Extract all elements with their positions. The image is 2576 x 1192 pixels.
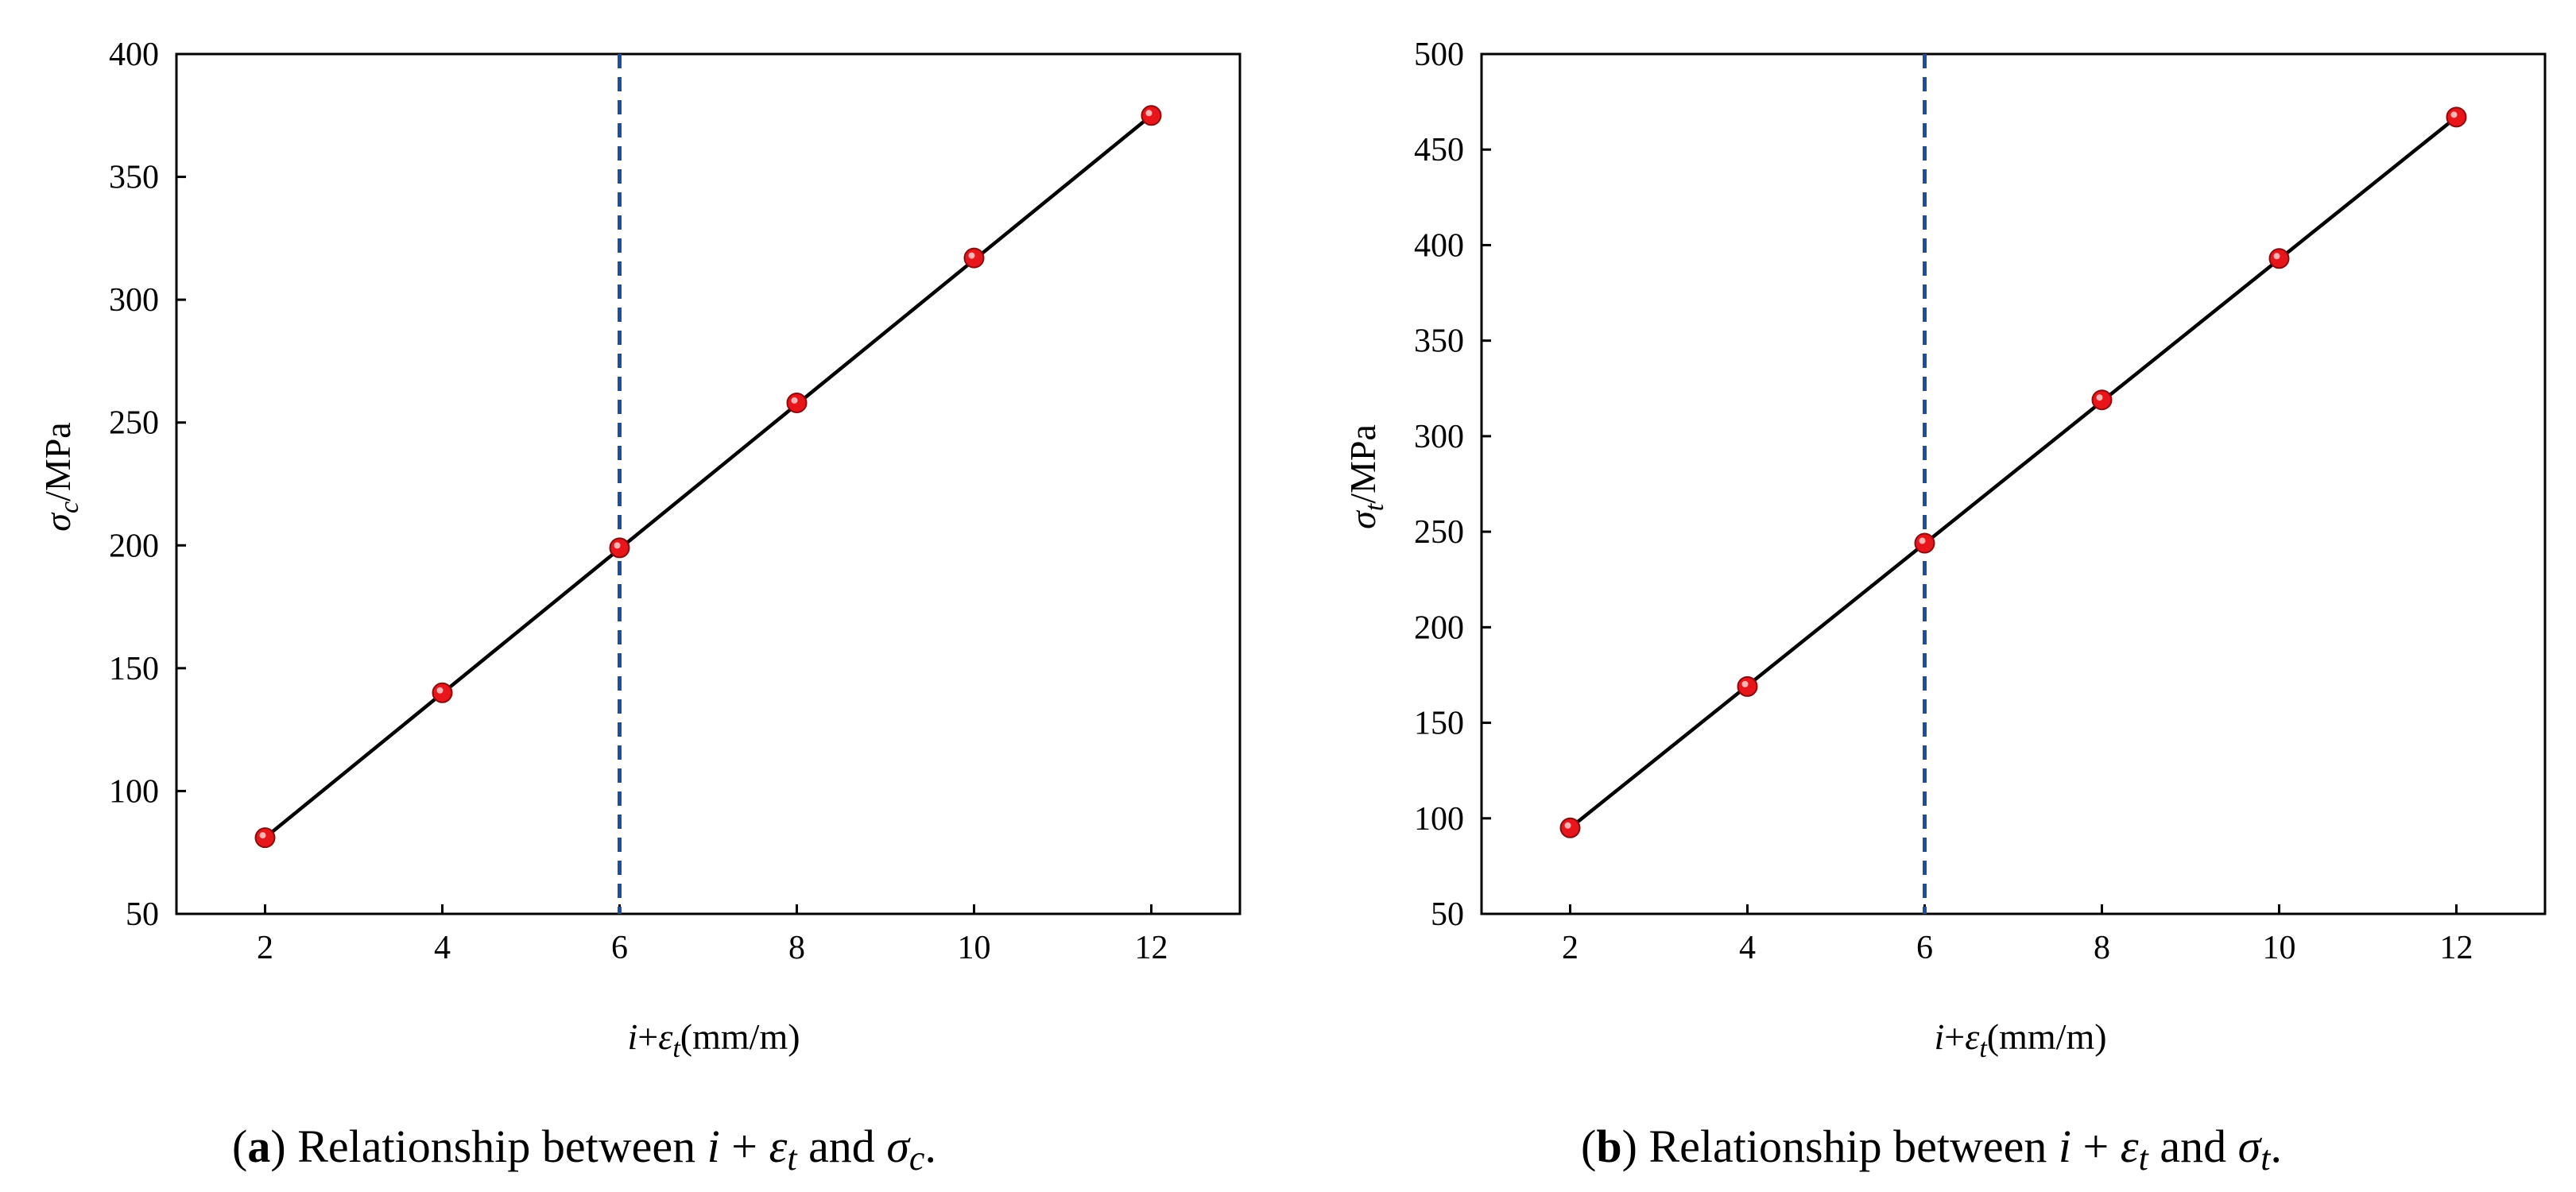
data-point-highlight — [1741, 680, 1749, 687]
data-point-highlight — [1919, 537, 1926, 544]
y-tick-label: 350 — [1414, 323, 1464, 360]
data-point-marker — [2446, 106, 2467, 128]
data-point — [963, 247, 985, 269]
y-tick-label: 150 — [1414, 706, 1464, 742]
data-point-highlight — [436, 687, 444, 694]
x-tick-label: 6 — [611, 930, 628, 966]
fit-line — [264, 114, 1152, 839]
y-tick-label: 300 — [1414, 419, 1464, 455]
data-point-marker — [1141, 105, 1162, 126]
fit-line — [1569, 115, 2458, 830]
data-point-marker — [254, 827, 276, 849]
panel-b: 2 4 6 8 10 12 50 100 150 200 250 300 350 400 450 500 σt… — [1342, 37, 2547, 1178]
data-point-highlight — [968, 252, 975, 259]
y-tick-label: 400 — [1414, 227, 1464, 264]
data-point-marker — [609, 537, 630, 559]
y-tick-label: 200 — [109, 528, 159, 564]
y-tick-label: 150 — [109, 651, 159, 687]
x-tick-label: 2 — [257, 930, 273, 966]
panel-a-marks — [254, 54, 1162, 914]
data-point-marker — [786, 392, 808, 413]
panel-b-caption: (b) Relationship between i + εt and σt. — [1581, 1120, 2282, 1178]
data-point-marker — [2268, 248, 2290, 269]
y-tick-label: 250 — [109, 405, 159, 442]
y-tick-label: 50 — [126, 896, 159, 933]
x-tick-label: 12 — [2440, 930, 2473, 966]
data-point — [2268, 248, 2290, 269]
data-point-highlight — [1564, 822, 1571, 829]
y-tick-label: 400 — [109, 37, 159, 73]
data-point-marker — [1914, 532, 1935, 554]
y-tick-label: 250 — [1414, 514, 1464, 551]
x-tick-label: 6 — [1916, 930, 1933, 966]
caption-open-paren: ( — [232, 1120, 247, 1172]
panel-a-x-axis-label: i+εt(mm/m) — [627, 1016, 800, 1063]
panel-a-y-axis-label: σc/MPa — [37, 422, 84, 531]
x-tick-label: 2 — [1562, 930, 1579, 966]
panel-b-plot-frame — [1480, 52, 2547, 915]
data-point — [254, 827, 276, 849]
y-tick-label: 350 — [109, 160, 159, 196]
x-tick-label: 10 — [2263, 930, 2296, 966]
y-tick-label: 500 — [1414, 37, 1464, 73]
data-point-highlight — [2096, 394, 2103, 401]
y-tick-label: 450 — [1414, 132, 1464, 168]
panel-a-axes: 2 4 6 8 10 12 50 100 150 200 250 300 350 400 — [109, 37, 1242, 966]
data-point — [786, 392, 808, 413]
y-tick-label: 200 — [1414, 610, 1464, 646]
y-tick-label: 100 — [109, 773, 159, 810]
data-point — [1737, 675, 1758, 697]
data-point-highlight — [791, 397, 798, 404]
data-point-marker — [2091, 389, 2113, 411]
data-point-highlight — [2450, 111, 2458, 118]
data-point-highlight — [259, 832, 266, 839]
data-point — [1559, 817, 1581, 838]
data-point — [2446, 106, 2467, 128]
x-tick-label: 4 — [434, 930, 451, 966]
data-point-marker — [1559, 817, 1581, 838]
data-point — [2091, 389, 2113, 411]
data-point-highlight — [2273, 253, 2280, 260]
data-point — [1141, 105, 1162, 126]
x-tick-label: 4 — [1739, 930, 1756, 966]
panel-a-plot-frame — [175, 52, 1242, 915]
data-point — [609, 537, 630, 559]
y-tick-label: 50 — [1431, 896, 1464, 933]
panel-b-axes: 2 4 6 8 10 12 50 100 150 200 250 300 350 400 450 500 — [1414, 37, 2547, 966]
x-tick-label: 10 — [958, 930, 991, 966]
y-tick-label: 100 — [1414, 801, 1464, 838]
x-tick-label: 8 — [2094, 930, 2110, 966]
data-point-highlight — [1145, 110, 1152, 117]
y-tick-label: 300 — [109, 282, 159, 319]
data-point-marker — [963, 247, 985, 269]
data-point — [432, 682, 453, 703]
data-point-marker — [1737, 675, 1758, 697]
panel-b-y-axis-label: σt/MPa — [1342, 424, 1389, 529]
panel-a: 2 4 6 8 10 12 50 100 150 200 250 300 350 400 σc/MPa i… — [37, 37, 1242, 1178]
panel-a-caption: (a) Relationship between i + εt and σc. — [232, 1120, 936, 1178]
x-tick-label: 12 — [1135, 930, 1168, 966]
data-point — [1914, 532, 1935, 554]
data-point-marker — [432, 682, 453, 703]
x-tick-label: 8 — [788, 930, 805, 966]
data-point-highlight — [614, 542, 621, 549]
panel-b-x-axis-label: i+εt(mm/m) — [1934, 1016, 2106, 1063]
panel-b-marks — [1559, 54, 2467, 914]
